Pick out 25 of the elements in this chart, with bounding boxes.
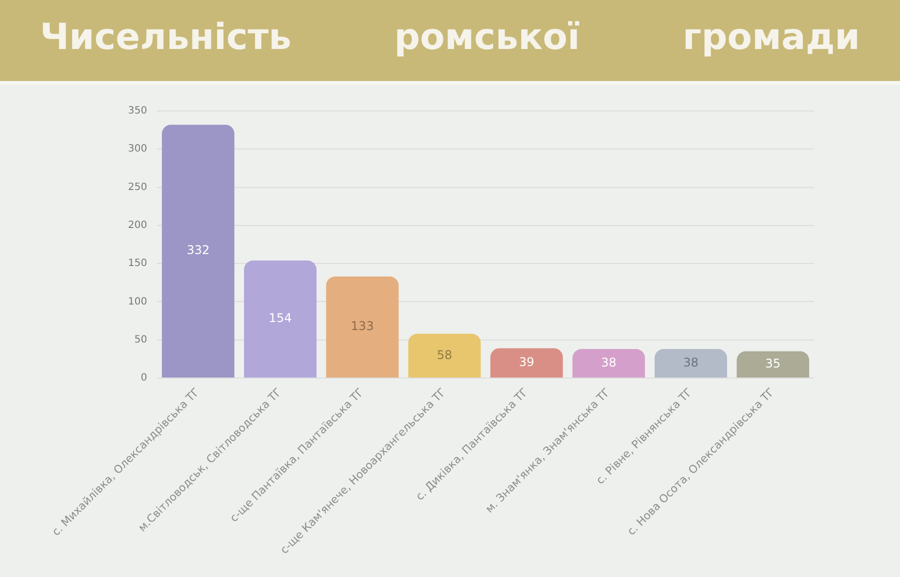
y-tick-label: 250 xyxy=(128,182,148,193)
data-label: 39 xyxy=(518,355,534,369)
y-tick-label: 350 xyxy=(128,106,148,117)
bar xyxy=(408,334,481,378)
data-label: 133 xyxy=(350,319,374,334)
data-label: 38 xyxy=(683,355,698,370)
bar xyxy=(162,124,234,378)
data-label: 332 xyxy=(186,243,210,258)
chart-title: Чисельність ромської громади xyxy=(40,17,860,58)
data-label: 154 xyxy=(268,311,292,326)
bar xyxy=(490,348,563,378)
data-label: 58 xyxy=(436,348,452,362)
y-tick-label: 300 xyxy=(128,144,148,155)
bar xyxy=(326,276,399,378)
bar xyxy=(572,349,645,378)
bar xyxy=(654,349,728,378)
data-label: 38 xyxy=(601,355,616,370)
bar xyxy=(244,260,317,378)
bar xyxy=(736,351,810,378)
y-tick-label: 100 xyxy=(128,296,148,308)
y-tick-label: 150 xyxy=(128,258,148,270)
data-label: 35 xyxy=(765,356,781,371)
y-tick-label: 200 xyxy=(128,220,148,232)
y-tick-label: 0 xyxy=(140,372,148,384)
y-tick-label: 50 xyxy=(134,334,148,346)
